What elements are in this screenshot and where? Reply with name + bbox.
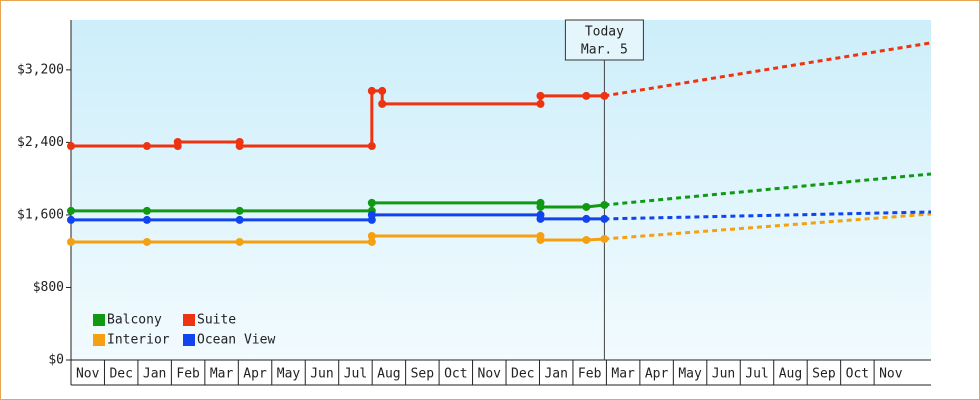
today-box: [564, 19, 644, 61]
x-tick-label: Aug: [779, 367, 802, 382]
price-point: [67, 237, 75, 246]
price-point: [67, 206, 75, 215]
legend-swatch: [183, 334, 195, 346]
y-tick-label: $800: [33, 280, 64, 295]
legend-label: Suite: [197, 313, 236, 328]
price-point: [367, 231, 376, 240]
price-point: [142, 215, 151, 224]
price-point: [582, 214, 591, 223]
price-point: [173, 137, 182, 146]
price-point: [536, 99, 545, 108]
price-point: [235, 215, 244, 224]
price-point: [536, 202, 545, 211]
legend-label: Ocean View: [197, 333, 275, 348]
today-label: Mar. 5: [581, 43, 628, 58]
legend-swatch: [93, 314, 105, 326]
legend-label: Interior: [107, 333, 170, 348]
price-point: [536, 214, 545, 223]
y-tick-label: $1,600: [17, 207, 64, 222]
price-point: [600, 234, 609, 243]
price-point: [235, 237, 244, 246]
x-tick-label: Apr: [243, 367, 267, 382]
x-tick-label: Jan: [143, 367, 166, 382]
legend-swatch: [93, 334, 105, 346]
x-tick-label: Aug: [377, 367, 400, 382]
price-point: [367, 237, 376, 246]
price-point: [600, 91, 609, 100]
price-point: [67, 142, 75, 151]
x-tick-label: Oct: [444, 367, 467, 382]
x-tick-label: Nov: [478, 367, 502, 382]
price-point: [235, 206, 244, 215]
price-point: [536, 91, 545, 100]
x-tick-label: Nov: [76, 367, 100, 382]
x-tick-label: Sep: [411, 367, 435, 382]
price-point: [367, 210, 376, 219]
today-label: Today: [585, 25, 624, 40]
price-point: [378, 86, 387, 95]
price-point: [67, 215, 75, 224]
price-point: [367, 86, 376, 95]
x-tick-label: Jan: [544, 367, 567, 382]
x-tick-label: Sep: [812, 367, 836, 382]
price-point: [582, 91, 591, 100]
x-tick-label: Jul: [344, 367, 367, 382]
x-tick-label: Feb: [578, 367, 602, 382]
forecast-line: [604, 41, 932, 98]
x-tick-label: Jun: [712, 367, 735, 382]
price-point: [142, 206, 151, 215]
price-point: [142, 142, 151, 151]
price-point: [536, 235, 545, 244]
legend-swatch: [183, 314, 195, 326]
x-tick-label: Nov: [879, 367, 903, 382]
y-tick-label: $2,400: [17, 135, 64, 150]
x-tick-label: Mar: [611, 367, 635, 382]
price-point: [367, 142, 376, 151]
price-point: [142, 237, 151, 246]
price-point: [235, 142, 244, 151]
forecast-line: [604, 212, 932, 241]
price-point: [582, 235, 591, 244]
x-tick-label: Feb: [176, 367, 200, 382]
x-tick-label: Dec: [109, 367, 132, 382]
x-tick-label: Jul: [745, 367, 768, 382]
price-point: [582, 202, 591, 211]
y-tick-label: $0: [48, 353, 64, 368]
price-point: [378, 99, 387, 108]
x-tick-label: Mar: [210, 367, 234, 382]
plot-area: [71, 20, 931, 360]
x-tick-label: May: [277, 367, 301, 382]
forecast-line: [604, 210, 932, 221]
forecast-line: [604, 172, 932, 207]
price-point: [600, 214, 609, 223]
price-point: [600, 200, 609, 209]
price-point: [367, 198, 376, 207]
x-tick-label: Apr: [645, 367, 669, 382]
x-tick-label: May: [678, 367, 702, 382]
y-tick-label: $3,200: [17, 62, 64, 77]
legend-label: Balcony: [107, 313, 162, 328]
x-tick-label: Oct: [846, 367, 869, 382]
x-tick-label: Dec: [511, 367, 534, 382]
x-tick-label: Jun: [310, 367, 333, 382]
